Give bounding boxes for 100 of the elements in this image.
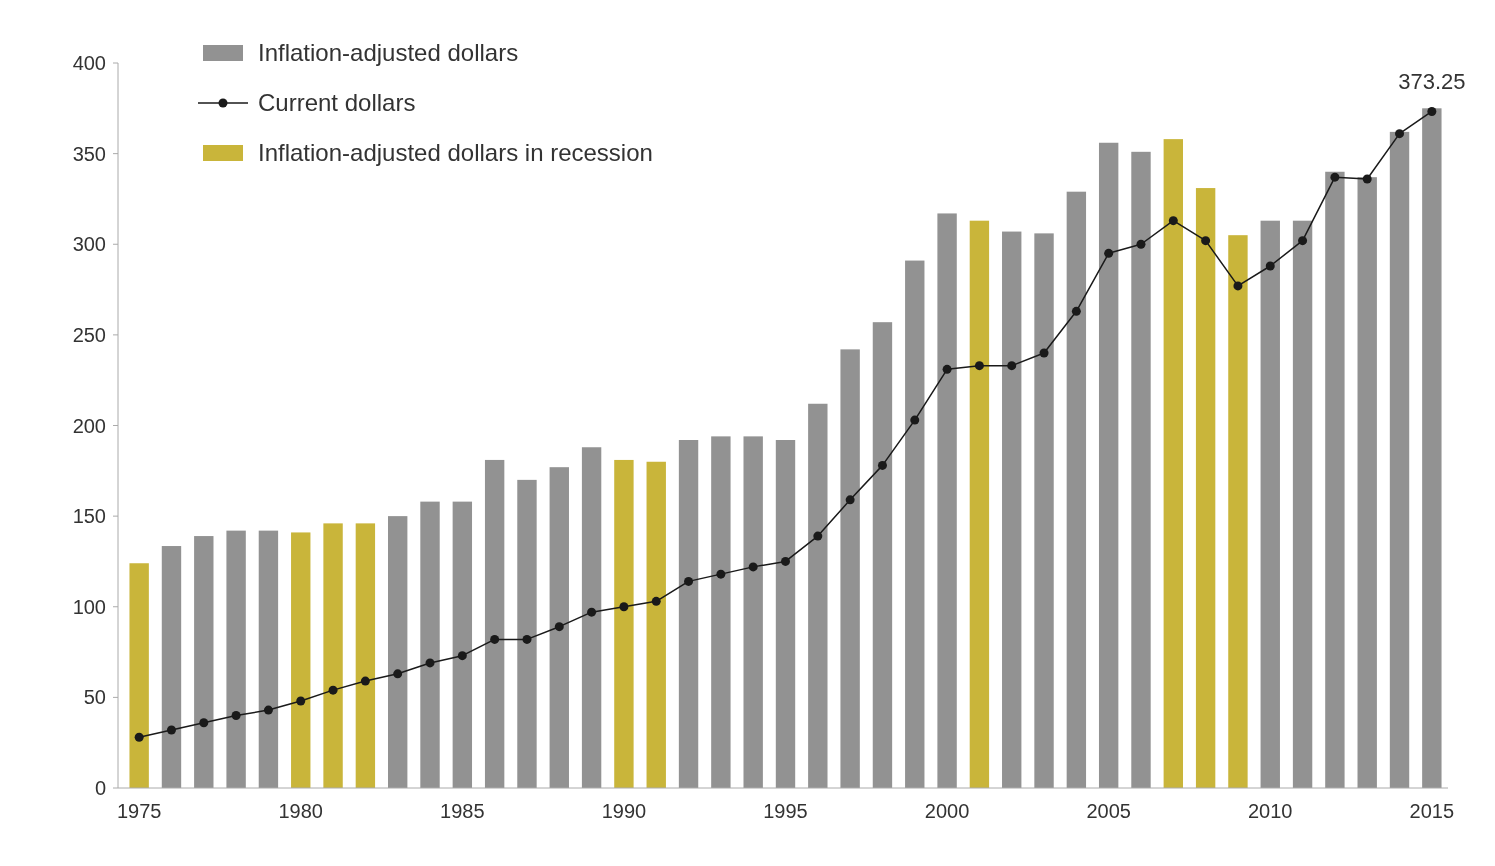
point — [587, 607, 597, 617]
bar — [420, 501, 440, 788]
x-tick-label: 2000 — [924, 800, 970, 822]
bar — [581, 447, 602, 788]
bar — [937, 213, 957, 788]
point — [328, 685, 338, 695]
point — [1201, 236, 1211, 246]
bar — [1325, 171, 1345, 788]
point — [490, 634, 500, 644]
point — [1298, 236, 1308, 246]
bar — [161, 546, 182, 788]
y-tick-label: 0 — [94, 777, 106, 799]
bar — [388, 516, 408, 788]
point — [1265, 261, 1275, 271]
point — [166, 725, 176, 735]
point — [1039, 348, 1049, 358]
bar — [1195, 188, 1216, 788]
bar — [194, 536, 214, 788]
bar — [1163, 139, 1183, 788]
bar — [1228, 235, 1248, 788]
x-tick-label: 1985 — [440, 800, 485, 822]
bar — [1066, 191, 1087, 788]
legend-label: Inflation-adjusted dollars in recession — [258, 139, 653, 167]
y-tick-label: 50 — [83, 686, 106, 709]
point — [425, 658, 435, 668]
point — [1362, 174, 1372, 184]
x-tick-label: 1975 — [116, 800, 162, 822]
bar — [808, 403, 828, 788]
point — [942, 364, 952, 374]
point — [1104, 248, 1114, 258]
point — [877, 460, 887, 470]
y-tick-label: 150 — [72, 505, 106, 528]
bar — [452, 501, 473, 788]
y-tick-label: 200 — [72, 414, 106, 437]
point — [231, 711, 241, 720]
point — [1427, 106, 1437, 116]
bar — [1260, 220, 1280, 788]
point — [296, 696, 306, 706]
x-tick-label: 1990 — [601, 800, 647, 822]
y-tick-label: 400 — [72, 52, 106, 74]
point — [781, 556, 790, 566]
point — [360, 676, 370, 686]
point — [910, 415, 920, 425]
point — [974, 361, 984, 371]
point — [619, 602, 629, 612]
bar — [258, 530, 279, 788]
point — [1071, 306, 1081, 316]
point — [813, 531, 823, 541]
bar — [711, 436, 731, 788]
y-tick-label: 350 — [72, 142, 106, 165]
bar — [1131, 151, 1151, 788]
legend-label: Current dollars — [258, 89, 416, 117]
point — [748, 562, 758, 572]
point — [651, 596, 661, 606]
bar — [1292, 220, 1313, 788]
bar — [1389, 131, 1410, 788]
bar — [872, 322, 893, 788]
legend-label: Inflation-adjusted dollars — [258, 39, 519, 67]
bar — [775, 440, 796, 788]
point — [263, 705, 273, 715]
bar — [905, 260, 925, 788]
bar — [323, 523, 343, 788]
bar — [646, 461, 666, 788]
point — [716, 569, 726, 579]
point — [554, 622, 564, 632]
y-tick-label: 300 — [72, 233, 106, 256]
bar — [614, 459, 634, 788]
bar — [291, 532, 311, 788]
point — [393, 669, 403, 679]
bar — [1422, 108, 1442, 788]
point — [845, 495, 855, 505]
y-tick-label: 250 — [72, 323, 106, 346]
point — [1233, 281, 1243, 291]
bar — [226, 530, 246, 788]
bar — [1357, 177, 1377, 788]
bar — [1098, 142, 1119, 788]
bar — [743, 436, 763, 788]
x-tick-label: 2005 — [1086, 800, 1131, 822]
point — [684, 576, 694, 586]
bar — [129, 563, 149, 788]
bar — [840, 349, 860, 788]
bar — [678, 440, 699, 788]
bar — [549, 467, 569, 788]
bar — [1034, 233, 1054, 788]
bar — [355, 523, 376, 788]
point — [1395, 129, 1405, 139]
x-tick-label: 1980 — [278, 800, 323, 822]
x-tick-label: 2010 — [1248, 800, 1293, 822]
point — [522, 634, 532, 644]
point — [134, 732, 144, 742]
bar — [969, 220, 990, 788]
point — [1136, 239, 1146, 249]
point — [1330, 172, 1340, 182]
bar — [484, 459, 505, 788]
annotation: 373.25 — [1398, 69, 1466, 95]
point — [1168, 216, 1178, 226]
x-tick-label: 1995 — [763, 800, 808, 822]
x-tick-label: 2015 — [1409, 800, 1455, 822]
point — [457, 651, 467, 661]
point — [199, 718, 209, 728]
